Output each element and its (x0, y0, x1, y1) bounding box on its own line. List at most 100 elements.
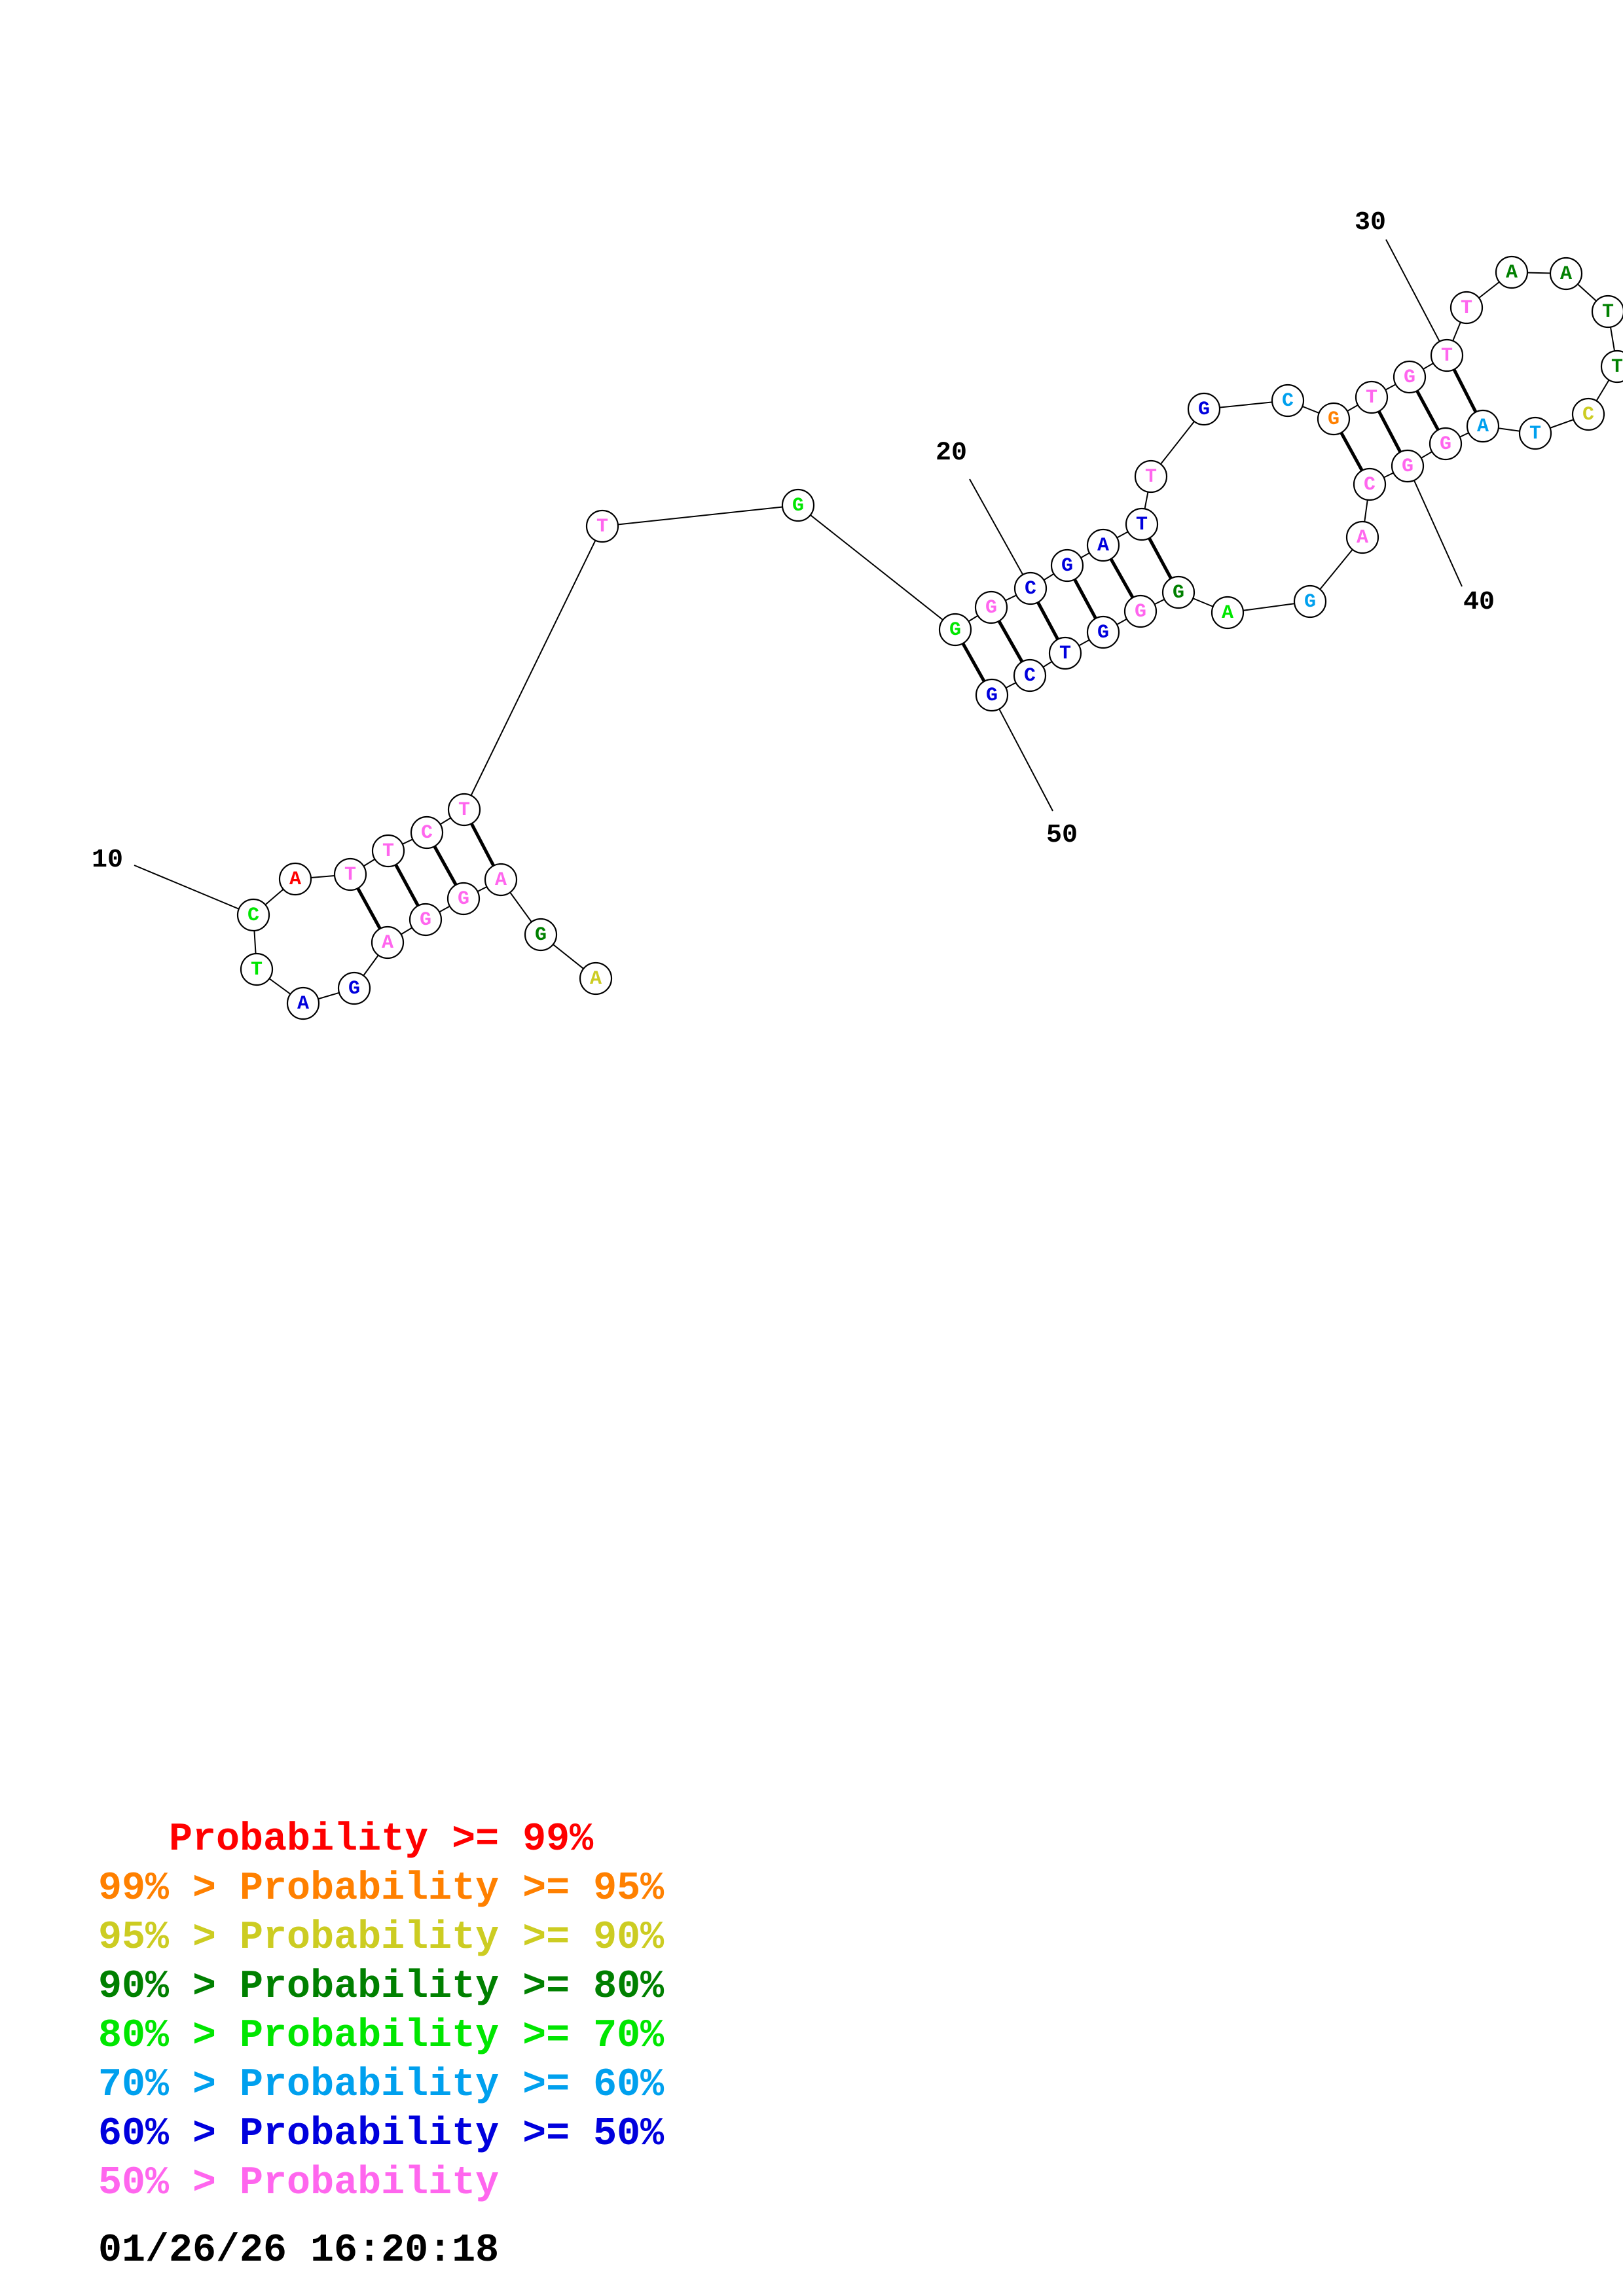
nucleotide-circle (240, 952, 274, 986)
nucleotide-letter: T (344, 864, 356, 886)
nucleotide-node: G (1123, 594, 1158, 628)
nucleotide-circle (1048, 636, 1082, 670)
nucleotide-letter: G (949, 619, 961, 641)
nucleotide-circle (585, 509, 619, 543)
nucleotide-letter: A (1222, 602, 1233, 624)
nucleotide-node: A (278, 862, 312, 896)
nucleotide-node: A (1345, 520, 1379, 554)
backbone-segment (797, 505, 956, 630)
base-pair-bond (394, 863, 420, 907)
position-label: 50 (1046, 821, 1078, 850)
nucleotide-node: G (1393, 360, 1427, 394)
nucleotide-circle (1123, 594, 1158, 628)
nucleotide-node: G (975, 678, 1009, 712)
nucleotide-circle (1393, 360, 1427, 394)
legend-row-plt50: 50% > Probability (98, 2161, 500, 2206)
position-tick (1385, 239, 1448, 356)
nucleotide-node: A (1549, 257, 1583, 291)
base-pair-bond (961, 642, 986, 683)
nucleotide-node: T (1600, 350, 1623, 384)
nucleotide-letter: A (297, 993, 309, 1015)
legend-row-p80: 90% > Probability >= 80% (98, 1965, 665, 2009)
nucleotide-circle (1086, 615, 1120, 649)
nucleotide-node: C (1571, 397, 1605, 431)
nucleotide-letter: G (1304, 591, 1316, 613)
nucleotide-letter: A (1477, 416, 1489, 438)
nucleotide-letter: G (792, 495, 804, 517)
nucleotide-letter: C (1024, 665, 1036, 687)
nucleotide-letter: G (1173, 582, 1184, 604)
nucleotide-node: T (447, 793, 481, 827)
nucleotide-circle (975, 678, 1009, 712)
position-tick (969, 478, 1031, 589)
nucleotide-node: C (410, 816, 444, 850)
nucleotide-circle (1013, 658, 1047, 692)
timestamp: 01/26/26 16:20:18 (98, 2229, 500, 2273)
nucleotide-node: A (1495, 255, 1529, 289)
nucleotide-circle (1187, 392, 1221, 426)
nucleotide-circle (333, 857, 367, 891)
nucleotide-node: C (1013, 658, 1047, 692)
base-pair-bond (997, 620, 1024, 663)
nucleotide-node: T (1125, 507, 1159, 541)
nucleotide-letter: C (1025, 578, 1036, 600)
nucleotide-letter: T (1059, 643, 1071, 665)
nucleotide-circle (1211, 596, 1245, 630)
nucleotide-node: T (1591, 295, 1623, 329)
nucleotide-letter: G (1440, 433, 1451, 456)
position-tick (991, 694, 1053, 812)
nucleotide-node: G (1086, 615, 1120, 649)
nucleotide-circle (781, 488, 815, 522)
nucleotide-circle (1430, 338, 1464, 372)
base-pair-bond (1452, 368, 1478, 413)
legend-row-p90: 95% > Probability >= 90% (98, 1916, 665, 1960)
nucleotide-node: T (1134, 459, 1168, 493)
nucleotide-circle (1345, 520, 1379, 554)
nucleotide-circle (938, 613, 972, 647)
position-label: 40 (1463, 588, 1495, 617)
nucleotide-letter: G (1198, 399, 1210, 421)
base-pair-bond (1109, 558, 1135, 599)
nucleotide-layer: T C T T A C T A G A G G A G A T G G G C G A T T G C G T G T T A A T T C T A G G… (236, 255, 1623, 1020)
legend-row-p95: 99% > Probability >= 95% (98, 1867, 665, 1911)
nucleotide-circle (371, 925, 405, 960)
nucleotide-circle (579, 961, 613, 996)
nucleotide-circle (1013, 571, 1048, 605)
base-pair-bond (1073, 578, 1097, 620)
nucleotide-letter: T (251, 959, 263, 981)
nucleotide-letter: T (1611, 356, 1623, 378)
nucleotide-node: G (1293, 584, 1327, 619)
nucleotide-circle (1161, 575, 1195, 609)
nucleotide-letter: T (1366, 387, 1377, 409)
nucleotide-letter: T (1461, 297, 1472, 319)
base-pair-bond (1036, 601, 1059, 641)
nucleotide-node: T (333, 857, 367, 891)
position-tick-layer: 10 20 30 40 50 (92, 208, 1495, 916)
nucleotide-node: G (1161, 575, 1195, 609)
nucleotide-circle (974, 590, 1008, 624)
nucleotide-node: G (337, 971, 371, 1005)
nucleotide-circle (524, 918, 558, 952)
nucleotide-circle (1271, 384, 1305, 418)
nucleotide-node: T (1048, 636, 1082, 670)
nucleotide-circle (447, 793, 481, 827)
base-pair-bond (469, 823, 496, 867)
nucleotide-node: T (1450, 291, 1484, 325)
nucleotide-letter: T (382, 840, 394, 863)
nucleotide-letter: A (1097, 535, 1109, 557)
nucleotide-circle (1317, 402, 1351, 436)
position-label: 30 (1355, 208, 1386, 238)
nucleotide-letter: T (1136, 514, 1148, 536)
nucleotide-node: G (1429, 427, 1463, 461)
nucleotide-circle (1600, 350, 1623, 384)
nucleotide-node: G (1187, 392, 1221, 426)
base-pair-bond (1377, 410, 1402, 453)
legend-row-p70: 80% > Probability >= 70% (98, 2014, 665, 2058)
nucleotide-circle (278, 862, 312, 896)
nucleotide-node: G (974, 590, 1008, 624)
backbone-segment (602, 505, 799, 527)
nucleotide-node: C (1013, 571, 1048, 605)
nucleotide-letter: A (1560, 263, 1572, 285)
base-pair-bond (1148, 537, 1173, 580)
